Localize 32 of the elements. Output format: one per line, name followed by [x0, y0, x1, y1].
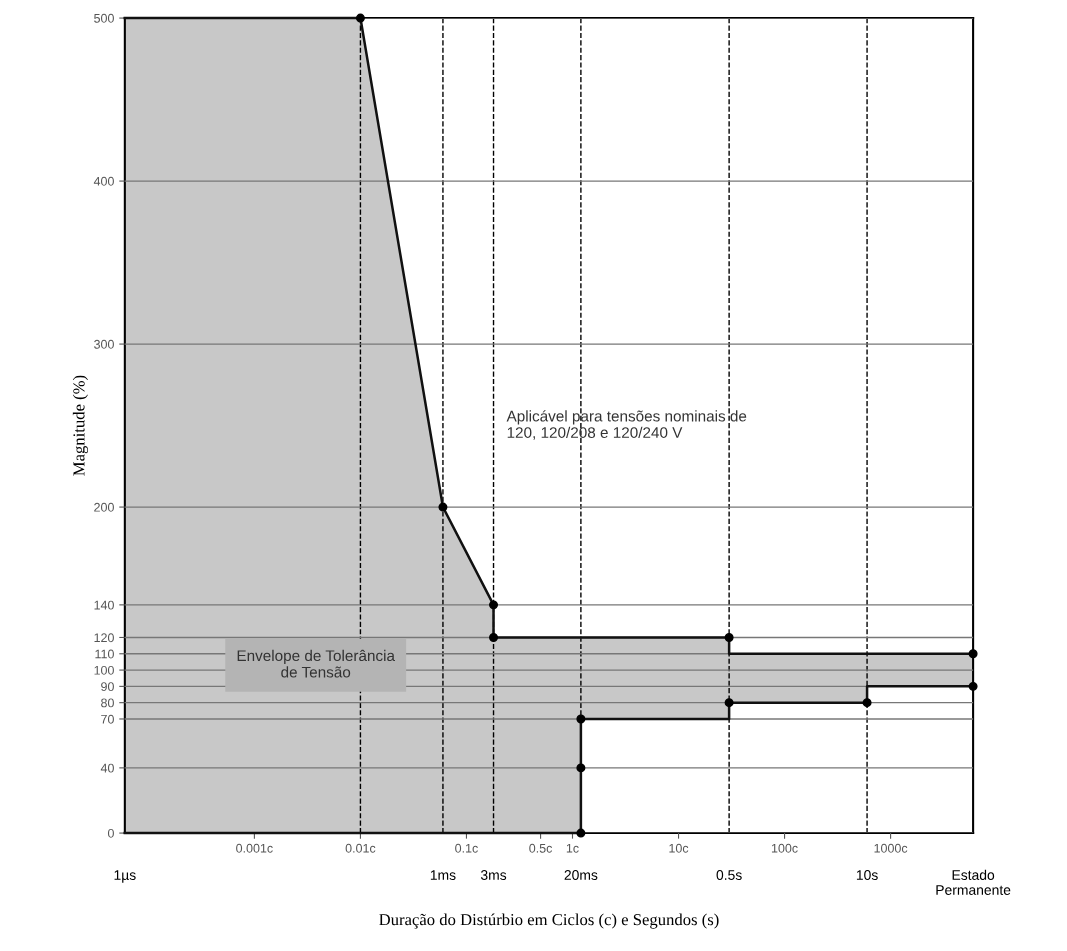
ref-line-label: 1ms: [430, 870, 456, 880]
x-tick-label: 1000c: [874, 843, 908, 853]
annotation: Aplicável para tensões nominais de 120, 120/208 e 120/240 V: [506, 410, 747, 440]
y-tick-label: 300: [94, 339, 114, 349]
annotation: Envelope de Tolerância de Tensão: [237, 649, 395, 678]
y-tick-label: 80: [101, 698, 114, 708]
x-tick-label: 0.5c: [529, 843, 553, 853]
x-tick-label: 0.1c: [455, 843, 478, 853]
ref-line-label: 0.5s: [716, 870, 742, 880]
x-tick-label: 10c: [669, 843, 689, 853]
ref-line-label: 20ms: [564, 870, 598, 880]
y-tick-label: 140: [94, 600, 114, 610]
x-tick-label: 0.01c: [345, 843, 376, 853]
y-tick-label: 100: [94, 665, 114, 675]
y-axis-title: Magnitude (%): [72, 375, 89, 476]
y-tick-label: 110: [95, 649, 114, 659]
text: Estado Permanente: [936, 869, 1011, 895]
y-tick-label: 40: [100, 763, 114, 773]
y-tick-label: 400: [93, 176, 114, 186]
x-tick-label: 0.001c: [236, 843, 273, 853]
ref-line-label: 10s: [856, 870, 878, 880]
text: 1µs: [114, 870, 136, 883]
y-tick-label: 70: [101, 714, 114, 724]
y-tick-label: 0: [107, 828, 114, 838]
y-tick-label: 90: [101, 682, 114, 692]
y-tick-label: 500: [94, 13, 114, 23]
y-tick-label: 200: [94, 502, 114, 512]
x-tick-label: 1c: [566, 843, 579, 853]
y-tick-label: 120: [94, 633, 114, 643]
ref-line-label: 3ms: [480, 870, 507, 880]
x-tick-label: 100c: [771, 843, 798, 853]
x-axis-title: Duração do Distúrbio em Ciclos (c) e Segundos (s): [379, 913, 719, 929]
